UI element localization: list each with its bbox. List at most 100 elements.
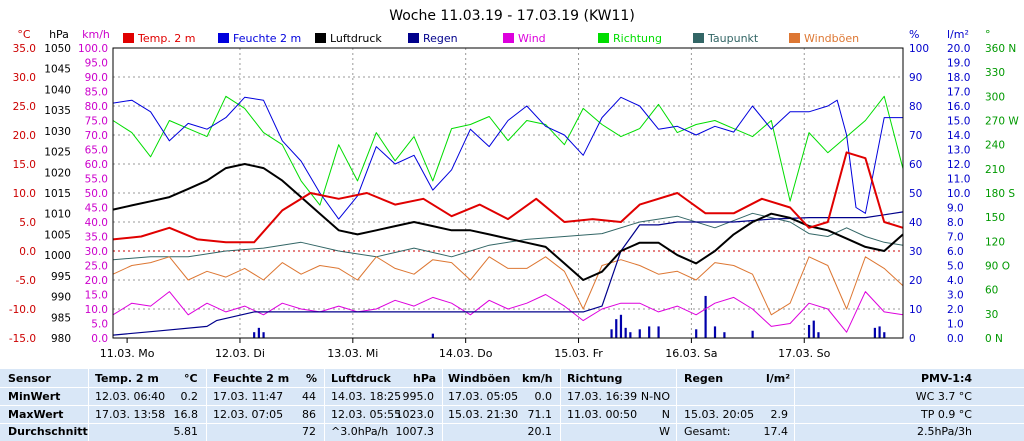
pressure-axis-tick: 995 [51,271,71,283]
rain-bar [615,319,618,338]
rain-time: 15.03. 20:05 [684,408,755,421]
humidity-axis-tick: 40 [909,217,922,229]
temp-axis-tick: 20.0 [13,130,36,142]
direction-axis-tick: 150 [985,212,1005,224]
rain-value: 17.4 [763,425,789,438]
plot-border [112,47,904,339]
temp-axis-tick: 30.0 [13,72,36,84]
humidity-axis-tick: 50 [909,188,922,200]
temp-axis-tick: 10.0 [13,188,36,200]
header-gust-unit: km/h [522,372,553,385]
humidity-axis-tick: 80 [909,101,922,113]
pressure-axis-tick: 1015 [44,188,71,200]
row-label: Durchschnitt [8,425,88,438]
pressure-axis-tick: 990 [51,292,71,304]
humidity-value: 44 [302,390,316,403]
direction-time: 17.03. 16:39 [567,390,638,403]
legend-swatch [789,33,800,43]
rain-bar [657,326,660,338]
header-temp-unit: °C [184,372,198,385]
rain-bar [431,333,434,338]
series-richtung [112,95,904,206]
x-tick-label: 13.03. Mi [327,347,378,360]
temp-axis-tick: -15.0 [9,333,36,345]
legend-label: Richtung [613,32,662,45]
chart-title: Woche 11.03.19 - 17.03.19 (KW11) [389,8,635,24]
pressure-axis-tick: 1045 [44,64,71,76]
direction-value: N [661,408,670,421]
rain-bar [817,332,820,338]
rain-axis-tick: 18.0 [947,72,970,84]
stats-table: Sensor Temp. 2 m °C Feuchte 2 m % Luftdr… [0,369,1024,441]
pmv-value: TP 0.9 °C [920,408,972,421]
direction-axis-tick: 210 [985,164,1005,176]
rain-axis-tick: 20.0 [947,43,970,55]
direction-axis-tick: 270 W [985,116,1019,128]
direction-time: 11.03. 00:50 [567,408,638,421]
wind-axis-tick: 0.0 [91,333,108,345]
temp-value: 0.2 [180,390,199,403]
pressure-time: 12.03. 05:55 [331,408,402,421]
x-tick-label: 11.03. Mo [100,347,155,360]
wind-axis-tick: 20.0 [85,275,108,287]
pressure-axis-unit: hPa [49,28,69,41]
header-rain-unit: l/m² [766,372,791,385]
wind-axis-tick: 75.0 [85,116,108,128]
rain-bar [619,314,623,338]
legend-swatch [218,33,229,43]
x-tick-label: 17.03. So [778,347,830,360]
rain-bar [723,332,726,338]
wind-axis-tick: 45.0 [85,203,108,215]
x-tick-label: 12.03. Di [215,347,265,360]
pressure-value: 995.0 [402,390,435,403]
row-label: MaxWert [8,408,64,421]
direction-axis-tick: 30 [985,309,998,321]
legend-label: Taupunkt [707,32,759,45]
humidity-axis-tick: 60 [909,159,922,171]
wind-axis-tick: 95.0 [85,58,108,70]
header-pmv: PMV-1:4 [921,372,972,385]
direction-axis-tick: 300 [985,91,1005,103]
pressure-axis-tick: 1020 [44,167,71,179]
temp-value: 5.81 [173,425,199,438]
series-windb-en [112,256,904,316]
rain-bar [624,327,627,338]
rain-axis-tick: 3.0 [947,290,964,302]
direction-axis-tick: 120 [985,236,1005,248]
header-pressure: Luftdruck [331,372,391,385]
rain-value: 2.9 [770,408,789,421]
legend-swatch [693,33,704,43]
humidity-axis-tick: 70 [909,130,922,142]
humidity-axis-tick: 90 [909,72,922,84]
rain-bar [629,332,632,338]
direction-axis-tick: 60 [985,285,998,297]
pmv-value: WC 3.7 °C [915,390,972,403]
temp-axis-tick: 15.0 [13,159,36,171]
series-taupunkt [112,212,904,261]
direction-axis-tick: 240 [985,140,1005,152]
humidity-axis-tick: 0 [909,333,916,345]
rain-time: Gesamt: [684,425,731,438]
rain-bar [704,295,707,338]
row-label: MinWert [8,390,61,403]
rain-axis-tick: 19.0 [947,58,970,70]
wind-axis-tick: 90.0 [85,72,108,84]
rain-bar [638,329,641,338]
gust-time: 17.03. 05:05 [448,390,519,403]
wind-axis-tick: 30.0 [85,246,108,258]
x-tick-label: 15.03. Fr [554,347,603,360]
wind-axis-tick: 70.0 [85,130,108,142]
rain-axis-tick: 10.0 [947,188,970,200]
pressure-axis-tick: 1010 [44,209,71,221]
rain-bar [751,330,754,338]
rain-axis-tick: 16.0 [947,101,970,113]
x-tick-label: 14.03. Do [439,347,493,360]
rain-axis-tick: 17.0 [947,87,970,99]
legend-swatch [408,33,419,43]
pressure-axis-tick: 1025 [44,147,71,159]
temp-axis-tick: -5.0 [16,275,37,287]
pressure-axis-tick: 1000 [44,250,71,262]
rain-axis-tick: 5.0 [947,261,964,273]
temp-time: 12.03. 06:40 [95,390,166,403]
header-sensor: Sensor [8,372,51,385]
